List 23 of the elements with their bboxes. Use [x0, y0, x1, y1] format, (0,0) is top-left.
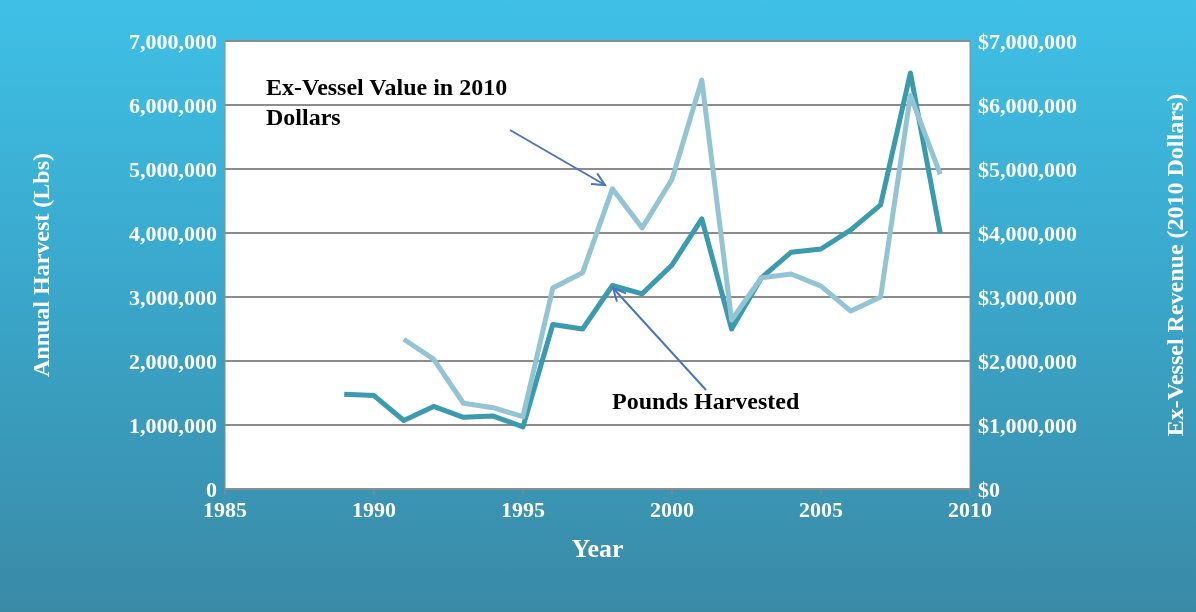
y-tick-label: 2,000,000	[129, 348, 217, 374]
y2-tick-label: $5,000,000	[978, 156, 1077, 182]
x-axis-title: Year	[571, 534, 624, 564]
y-tick-label: 1,000,000	[129, 412, 217, 438]
y-tick-label: 4,000,000	[129, 220, 217, 246]
x-tick-label: 1990	[352, 496, 396, 522]
x-tick-label: 1995	[501, 496, 545, 522]
annotation: Ex-Vessel Value in 2010 Dollars	[266, 73, 509, 132]
x-tick-label: 2000	[650, 496, 694, 522]
y-tick-label: 5,000,000	[129, 156, 217, 182]
y-tick-label: 3,000,000	[129, 284, 217, 310]
y-tick-label: 7,000,000	[129, 28, 217, 54]
y2-tick-label: $7,000,000	[978, 28, 1077, 54]
y-tick-label: 6,000,000	[129, 92, 217, 118]
y2-tick-label: $2,000,000	[978, 348, 1077, 374]
x-tick-label: 2005	[799, 496, 843, 522]
y2-tick-label: $1,000,000	[978, 412, 1077, 438]
y2-tick-label: $4,000,000	[978, 220, 1077, 246]
y2-axis-title: Ex-Vessel Revenue (2010 Dollars)	[1161, 93, 1188, 437]
annotation: Pounds Harvested	[612, 387, 801, 416]
y2-tick-label: $3,000,000	[978, 284, 1077, 310]
y-axis-title: Annual Harvest (Lbs)	[27, 152, 54, 378]
y2-tick-label: $6,000,000	[978, 92, 1077, 118]
